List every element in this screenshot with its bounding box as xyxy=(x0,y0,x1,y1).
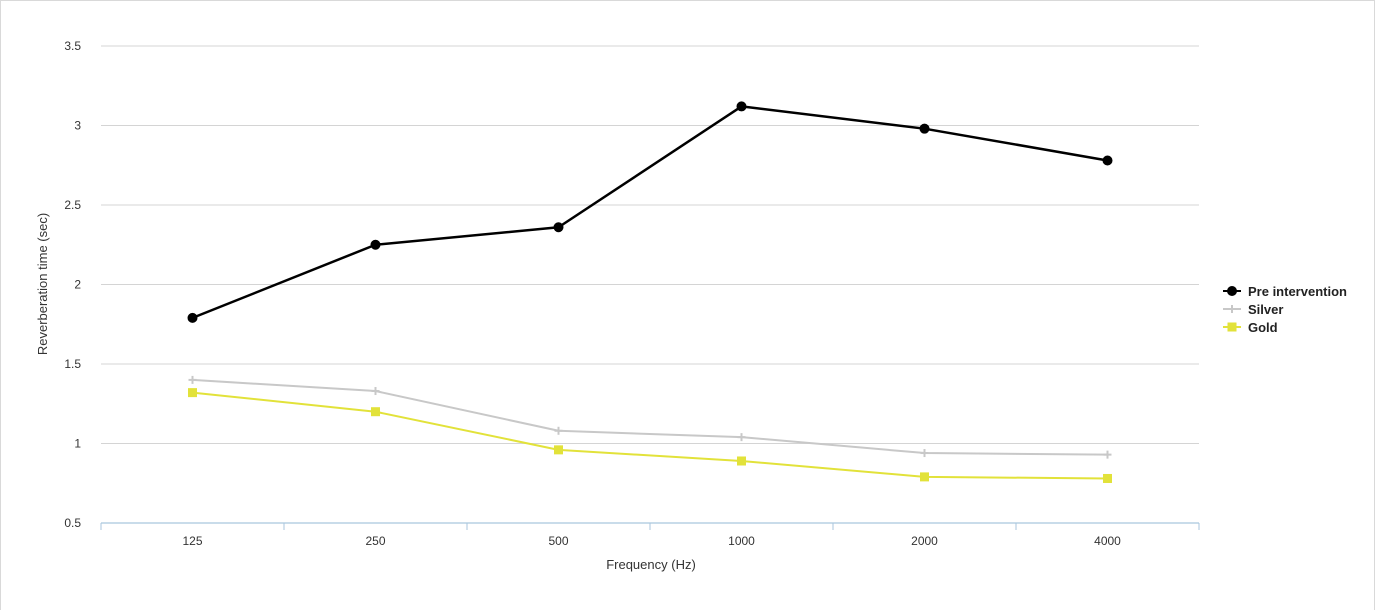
x-tick-label: 4000 xyxy=(1094,534,1121,548)
y-tick-label: 3 xyxy=(74,119,81,133)
legend: Pre intervention Silver Gold xyxy=(1223,284,1347,335)
data-point-pre-intervention xyxy=(919,123,930,134)
data-point-gold xyxy=(188,388,197,398)
x-tick-label: 250 xyxy=(365,534,385,548)
data-point-gold xyxy=(920,472,929,482)
x-axis-title: Frequency (Hz) xyxy=(606,557,696,572)
legend-swatch-marker xyxy=(1228,305,1236,313)
legend-label: Silver xyxy=(1248,302,1283,317)
series-line-gold xyxy=(192,391,1108,480)
data-point-pre-intervention xyxy=(1102,155,1113,166)
data-point-silver xyxy=(920,449,929,458)
data-point-silver xyxy=(737,433,746,442)
data-point-pre-intervention xyxy=(553,222,564,233)
series-line-silver xyxy=(192,378,1108,456)
data-point-gold xyxy=(737,456,746,466)
data-point-silver xyxy=(188,375,197,384)
legend-label: Pre intervention xyxy=(1248,284,1347,299)
y-tick-label: 1.5 xyxy=(64,357,81,371)
data-point-pre-intervention xyxy=(736,101,747,112)
y-axis-title: Reverberation time (sec) xyxy=(35,213,50,355)
x-tick-label: 2000 xyxy=(911,534,938,548)
legend-item-gold: Gold xyxy=(1223,320,1278,335)
data-point-silver xyxy=(554,426,563,435)
data-point-gold xyxy=(554,445,563,455)
data-point-silver xyxy=(1103,450,1112,459)
x-tick-label: 1000 xyxy=(728,534,755,548)
y-tick-label: 1 xyxy=(74,437,81,451)
legend-item-pre-intervention: Pre intervention xyxy=(1223,284,1347,299)
x-tick-label: 500 xyxy=(548,534,568,548)
series-lines xyxy=(187,101,1113,483)
y-tick-label: 0.5 xyxy=(64,516,81,530)
legend-swatch-marker xyxy=(1227,286,1237,296)
legend-item-silver: Silver xyxy=(1223,302,1283,317)
legend-swatch-marker xyxy=(1227,322,1237,332)
data-point-gold xyxy=(371,407,380,417)
y-tick-label: 3.5 xyxy=(64,39,81,53)
legend-label: Gold xyxy=(1248,320,1278,335)
data-point-gold xyxy=(1103,473,1112,483)
y-tick-label: 2.5 xyxy=(64,198,81,212)
data-point-pre-intervention xyxy=(370,239,381,250)
y-tick-label: 2 xyxy=(74,278,81,292)
data-point-pre-intervention xyxy=(187,312,198,323)
data-point-silver xyxy=(371,387,380,396)
x-tick-label: 125 xyxy=(182,534,202,548)
gridlines xyxy=(101,45,1199,444)
axes: 0.5 1 1.5 2 2.5 3 3.5 125 250 500 1000 2000 4000 xyxy=(64,39,1200,548)
series-line-pre-intervention xyxy=(192,105,1108,320)
